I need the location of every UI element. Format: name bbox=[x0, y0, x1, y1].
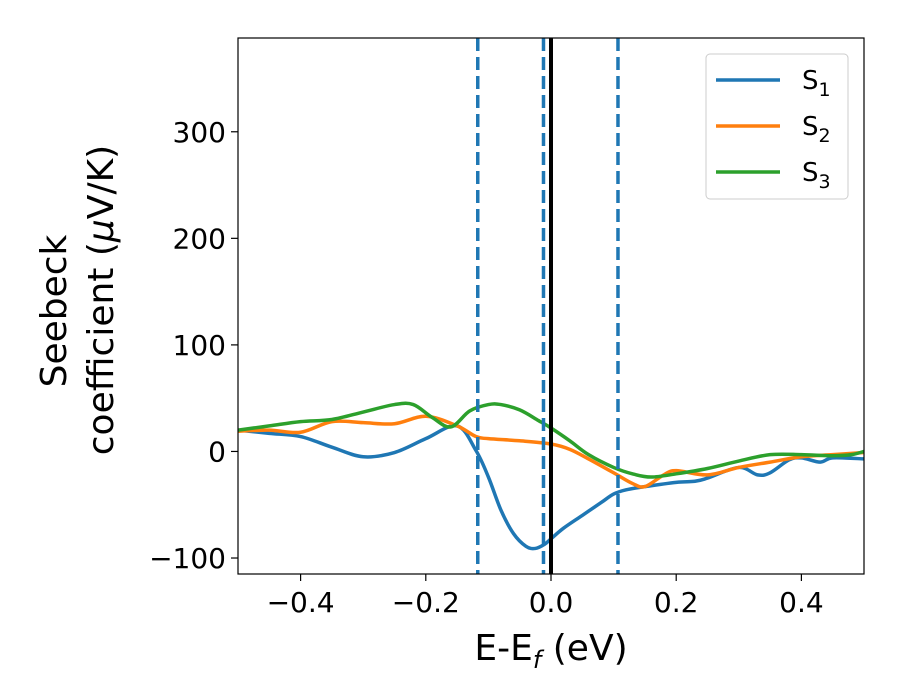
y-axis-ticks: −100 0 100 200 300 bbox=[149, 116, 238, 575]
x-axis-title-tail: (eV) bbox=[541, 628, 627, 669]
y-tick-label: −100 bbox=[149, 542, 226, 575]
y-tick-label: 100 bbox=[173, 329, 226, 362]
plot-content bbox=[238, 38, 864, 574]
x-tick-label: −0.4 bbox=[267, 586, 335, 619]
legend-label-s1: S1 bbox=[802, 66, 831, 101]
x-tick-label: 0.0 bbox=[529, 586, 574, 619]
series-line-s2 bbox=[238, 414, 864, 489]
legend-label-s2: S2 bbox=[802, 112, 831, 147]
legend-items: S1 S2 S3 bbox=[716, 66, 831, 193]
y-tick-label: 300 bbox=[173, 116, 226, 149]
x-axis-title: E-Ef (eV) bbox=[474, 628, 627, 674]
y-tick-label: 0 bbox=[208, 435, 226, 468]
reference-lines bbox=[476, 38, 620, 574]
y-axis-title-line1: Seebeck bbox=[34, 234, 75, 387]
legend-label-s3: S3 bbox=[802, 158, 831, 193]
legend: S1 S2 S3 bbox=[705, 53, 849, 200]
y-tick-label: 200 bbox=[173, 222, 226, 255]
x-tick-label: −0.2 bbox=[392, 586, 460, 619]
y-axis-title-prefix: coefficient ( bbox=[81, 242, 122, 455]
x-tick-label: 0.4 bbox=[779, 586, 824, 619]
y-axis-title-suffix: V/K) bbox=[81, 145, 122, 219]
y-axis-title: Seebeck coefficient (μV/K) bbox=[34, 145, 122, 455]
x-axis-ticks: −0.4 −0.2 0.0 0.2 0.4 bbox=[267, 574, 824, 619]
y-axis-title-line2: coefficient (μV/K) bbox=[81, 145, 122, 455]
x-axis-title-base: E-E bbox=[474, 628, 532, 669]
series-line-s1 bbox=[238, 423, 864, 551]
x-tick-label: 0.2 bbox=[654, 586, 699, 619]
y-axis-title-mu: μ bbox=[81, 219, 122, 243]
